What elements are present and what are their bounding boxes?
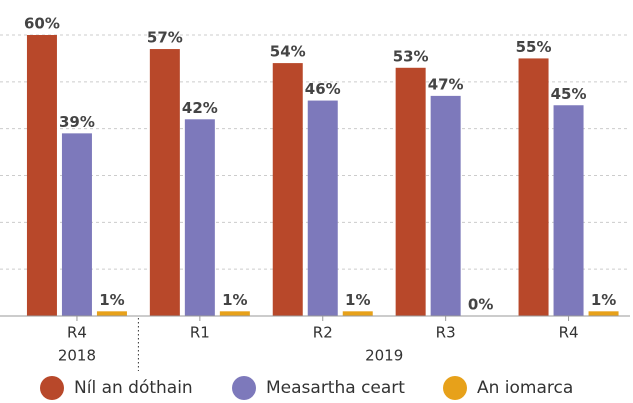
bar	[307, 100, 338, 316]
value-label: 39%	[59, 113, 95, 131]
value-label: 53%	[393, 47, 429, 65]
x-tick-label: R3	[436, 324, 456, 342]
value-label: 1%	[99, 291, 124, 309]
value-label: 55%	[516, 38, 552, 56]
bar	[430, 95, 461, 316]
x-tick-label: R4	[67, 324, 87, 342]
value-label: 42%	[182, 99, 218, 117]
value-label: 1%	[345, 291, 370, 309]
x-tick-label: R2	[313, 324, 333, 342]
bar	[219, 311, 250, 316]
bar	[149, 49, 180, 317]
value-label: 46%	[305, 80, 341, 98]
x-tick-label: R4	[559, 324, 579, 342]
legend-label: Níl an dóthain	[74, 378, 193, 398]
bar	[588, 311, 619, 316]
value-label: 54%	[270, 43, 306, 61]
legend-swatch	[40, 376, 64, 400]
value-label: 1%	[591, 291, 616, 309]
value-label: 57%	[147, 29, 183, 47]
bar	[184, 119, 215, 316]
value-label: 45%	[551, 85, 587, 103]
legend-label: An iomarca	[477, 378, 573, 398]
bar	[342, 311, 373, 316]
legend-swatch	[232, 376, 256, 400]
bar	[96, 311, 127, 316]
bar	[26, 35, 57, 316]
bar	[518, 58, 549, 317]
bar	[395, 67, 426, 317]
legend-label: Measartha ceart	[266, 378, 405, 398]
bar	[61, 133, 92, 316]
value-label: 47%	[428, 75, 464, 93]
year-label: 2018	[58, 347, 96, 365]
x-tick-label: R1	[190, 324, 210, 342]
value-label: 1%	[222, 291, 247, 309]
bar	[553, 105, 584, 316]
value-label: 0%	[468, 296, 493, 314]
value-label: 60%	[24, 15, 60, 33]
bar	[272, 63, 303, 316]
year-label: 2019	[365, 347, 403, 365]
legend-swatch	[443, 376, 467, 400]
